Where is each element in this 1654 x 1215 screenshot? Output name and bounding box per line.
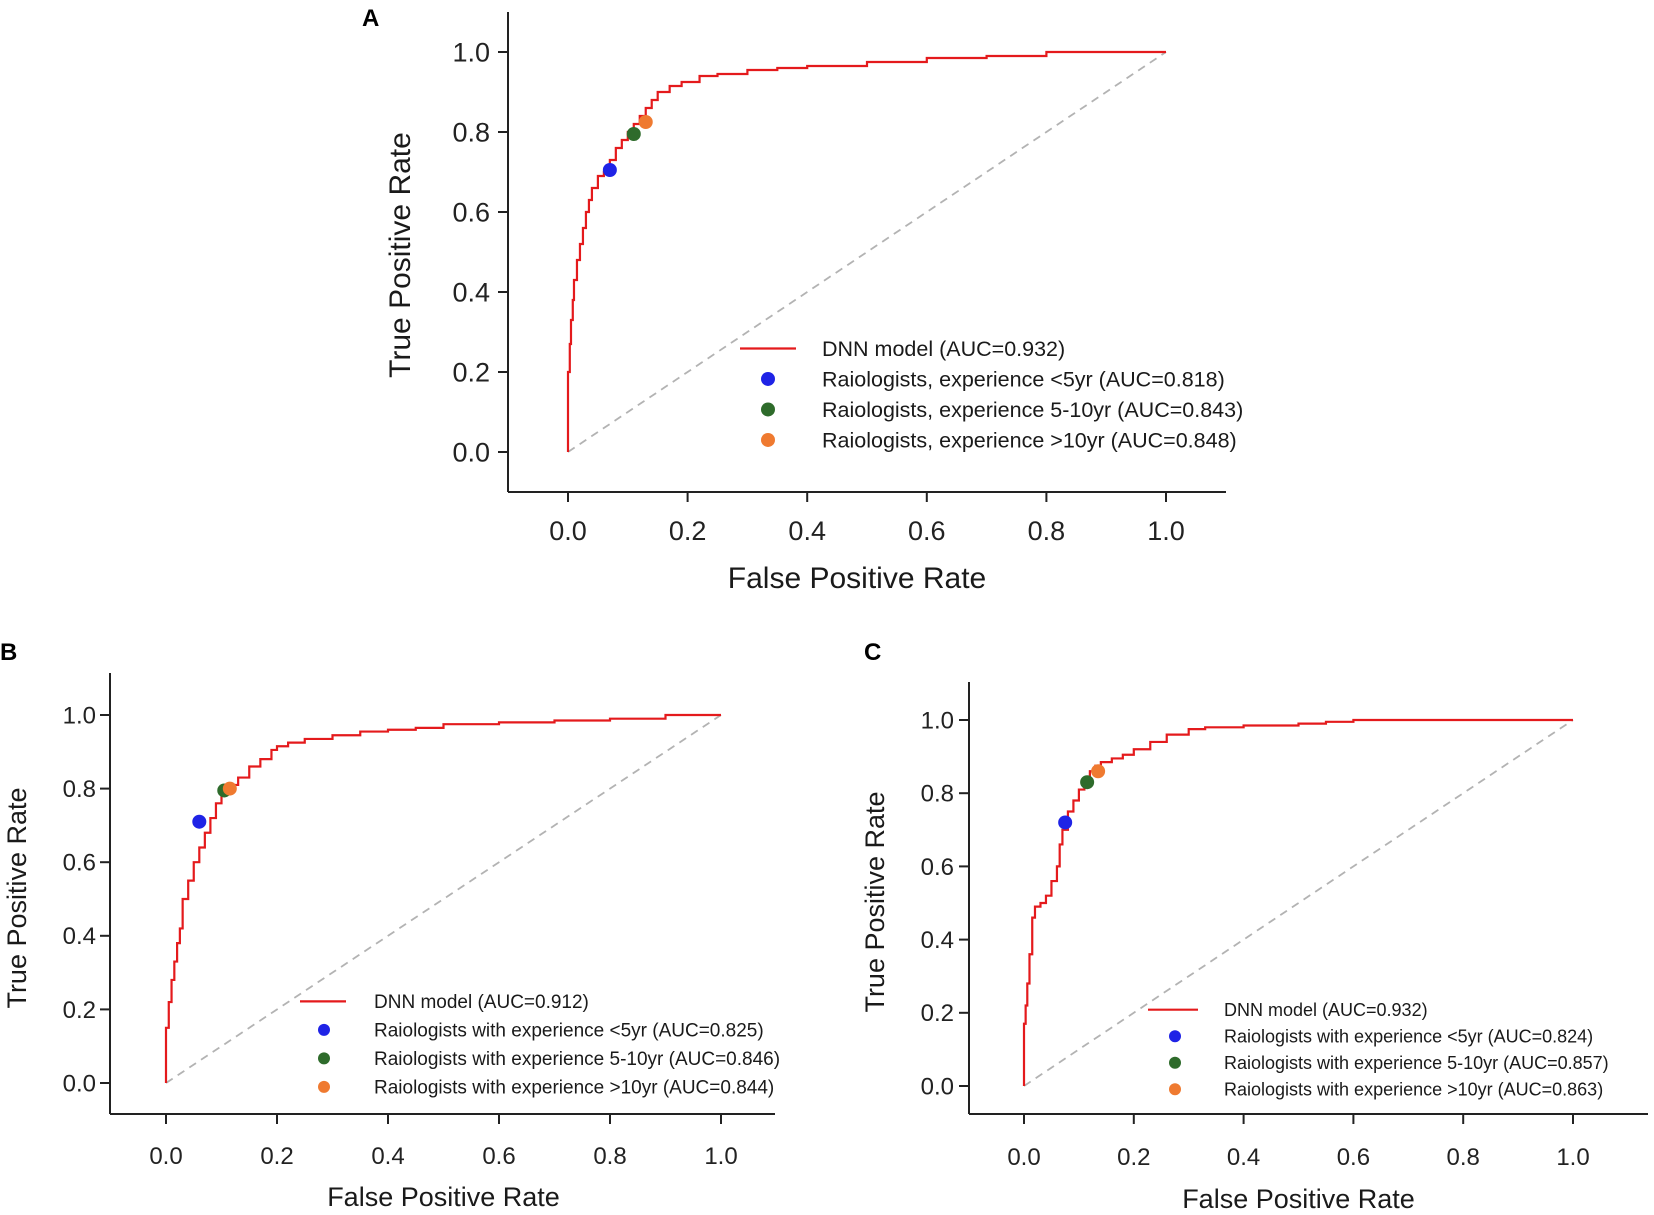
legend-marker-point-5-10yr — [318, 1052, 330, 1065]
x-tick-label: 0.8 — [1028, 516, 1066, 546]
legend-label-dnn: DNN model (AUC=0.932) — [822, 337, 1065, 361]
point-more-10yr — [1091, 764, 1106, 779]
legend-marker-point-more-10yr — [761, 432, 775, 447]
y-tick-label: 0.2 — [63, 997, 96, 1024]
legend-label-dnn: DNN model (AUC=0.912) — [374, 992, 589, 1013]
y-axis-title: True Positive Rate — [384, 132, 417, 378]
legend-marker-point-5-10yr — [1169, 1056, 1181, 1069]
legend-label-point-5-10yr: Raiologists with experience 5-10yr (AUC=… — [374, 1049, 780, 1070]
x-tick-label: 0.2 — [260, 1143, 293, 1170]
chart-panel-b: B 0.0 0.2 0.4 0.6 0.8 1.0 0.0 0.2 0.4 0.6 0.8 1.0 Fal… — [0, 639, 780, 1212]
y-tick-label: 0.6 — [921, 854, 954, 881]
point-more-10yr — [638, 115, 653, 129]
panel-label-c: C — [864, 639, 881, 666]
chart-panel-c: C 0.0 0.2 0.4 0.6 0.8 1.0 0.0 0.2 0.4 0.6 0.8 1.0 Fal… — [860, 639, 1648, 1214]
legend-label-point-less-5yr: Raiologists with experience <5yr (AUC=0.… — [1224, 1027, 1593, 1047]
y-tick-label: 1.0 — [452, 37, 490, 67]
point-5-10yr — [1080, 775, 1095, 790]
y-tick-label: 1.0 — [921, 707, 954, 734]
legend-marker-point-less-5yr — [1169, 1030, 1181, 1043]
x-tick-label: 0.4 — [788, 516, 826, 546]
roc-curve-dnn — [566, 50, 1166, 452]
x-tick-label: 1.0 — [704, 1143, 737, 1170]
y-axis-title: True Positive Rate — [2, 787, 32, 1008]
y-tick-label: 0.8 — [63, 776, 96, 803]
legend: DNN model (AUC=0.932) Raiologists, experi… — [740, 337, 1243, 453]
y-tick-label: 1.0 — [63, 702, 96, 729]
legend-marker-point-more-10yr — [1169, 1083, 1181, 1096]
x-tick-label: 0.2 — [1117, 1144, 1150, 1171]
chance-diagonal-line — [567, 51, 1167, 453]
y-tick-label: 0.2 — [921, 1000, 954, 1027]
x-tick-label: 0.8 — [1447, 1144, 1480, 1171]
x-tick-label: 1.0 — [1556, 1144, 1589, 1171]
point-5-10yr — [626, 127, 641, 141]
legend-label-point-less-5yr: Raiologists, experience <5yr (AUC=0.818) — [822, 368, 1225, 392]
y-tick-label: 0.4 — [63, 923, 96, 950]
x-tick-label: 0.2 — [669, 516, 707, 546]
point-less-5yr — [1058, 815, 1073, 830]
point-more-10yr — [222, 781, 237, 796]
x-tick-label: 0.0 — [1007, 1144, 1040, 1171]
x-tick-label: 0.6 — [908, 516, 946, 546]
y-tick-label: 0.8 — [921, 781, 954, 808]
legend-label-point-more-10yr: Raiologists with experience >10yr (AUC=0… — [1224, 1080, 1603, 1100]
x-tick-label: 0.8 — [593, 1143, 626, 1170]
x-tick-label: 0.4 — [371, 1143, 404, 1170]
point-less-5yr — [602, 163, 617, 177]
y-tick-label: 0.8 — [452, 117, 490, 147]
legend: DNN model (AUC=0.932) Raiologists with ex… — [1148, 1000, 1609, 1100]
x-tick-label: 1.0 — [1147, 516, 1185, 546]
x-tick-label: 0.6 — [482, 1143, 515, 1170]
legend-marker-point-5-10yr — [761, 402, 775, 417]
x-tick-label: 0.0 — [149, 1143, 182, 1170]
legend-marker-point-more-10yr — [318, 1080, 330, 1093]
panel-label-a: A — [362, 5, 379, 32]
legend-label-dnn: DNN model (AUC=0.932) — [1224, 1000, 1428, 1020]
x-axis-title: False Positive Rate — [728, 562, 986, 595]
y-tick-label: 0.2 — [452, 357, 490, 387]
legend-label-point-5-10yr: Raiologists, experience 5-10yr (AUC=0.84… — [822, 398, 1243, 422]
legend-marker-point-less-5yr — [318, 1023, 330, 1036]
legend: DNN model (AUC=0.912) Raiologists with ex… — [300, 992, 780, 1099]
legend-marker-point-less-5yr — [761, 371, 775, 386]
x-tick-label: 0.6 — [1337, 1144, 1370, 1171]
chart-panel-a: A 0.0 0.2 0.4 0.6 0.8 1.0 0.0 0.2 0.4 0.6 0.8 1.0 Fal… — [362, 5, 1243, 595]
x-axis-title: False Positive Rate — [327, 1182, 560, 1212]
point-less-5yr — [192, 814, 207, 829]
y-tick-label: 0.4 — [921, 927, 954, 954]
legend-label-point-more-10yr: Raiologists with experience >10yr (AUC=0… — [374, 1078, 774, 1099]
legend-label-point-less-5yr: Raiologists with experience <5yr (AUC=0.… — [374, 1021, 764, 1042]
y-axis-title: True Positive Rate — [860, 791, 890, 1012]
y-tick-label: 0.0 — [452, 437, 490, 467]
y-tick-label: 0.6 — [63, 850, 96, 877]
panel-label-b: B — [0, 639, 17, 666]
y-tick-label: 0.4 — [452, 277, 490, 307]
chance-diagonal-line — [1023, 719, 1574, 1087]
y-tick-label: 0.0 — [921, 1073, 954, 1100]
x-tick-label: 0.0 — [549, 516, 587, 546]
legend-label-point-more-10yr: Raiologists, experience >10yr (AUC=0.848… — [822, 429, 1237, 453]
y-tick-label: 0.6 — [452, 197, 490, 227]
y-tick-label: 0.0 — [63, 1070, 96, 1097]
x-axis-title: False Positive Rate — [1182, 1184, 1415, 1214]
legend-label-point-5-10yr: Raiologists with experience 5-10yr (AUC=… — [1224, 1053, 1609, 1073]
x-tick-label: 0.4 — [1227, 1144, 1260, 1171]
